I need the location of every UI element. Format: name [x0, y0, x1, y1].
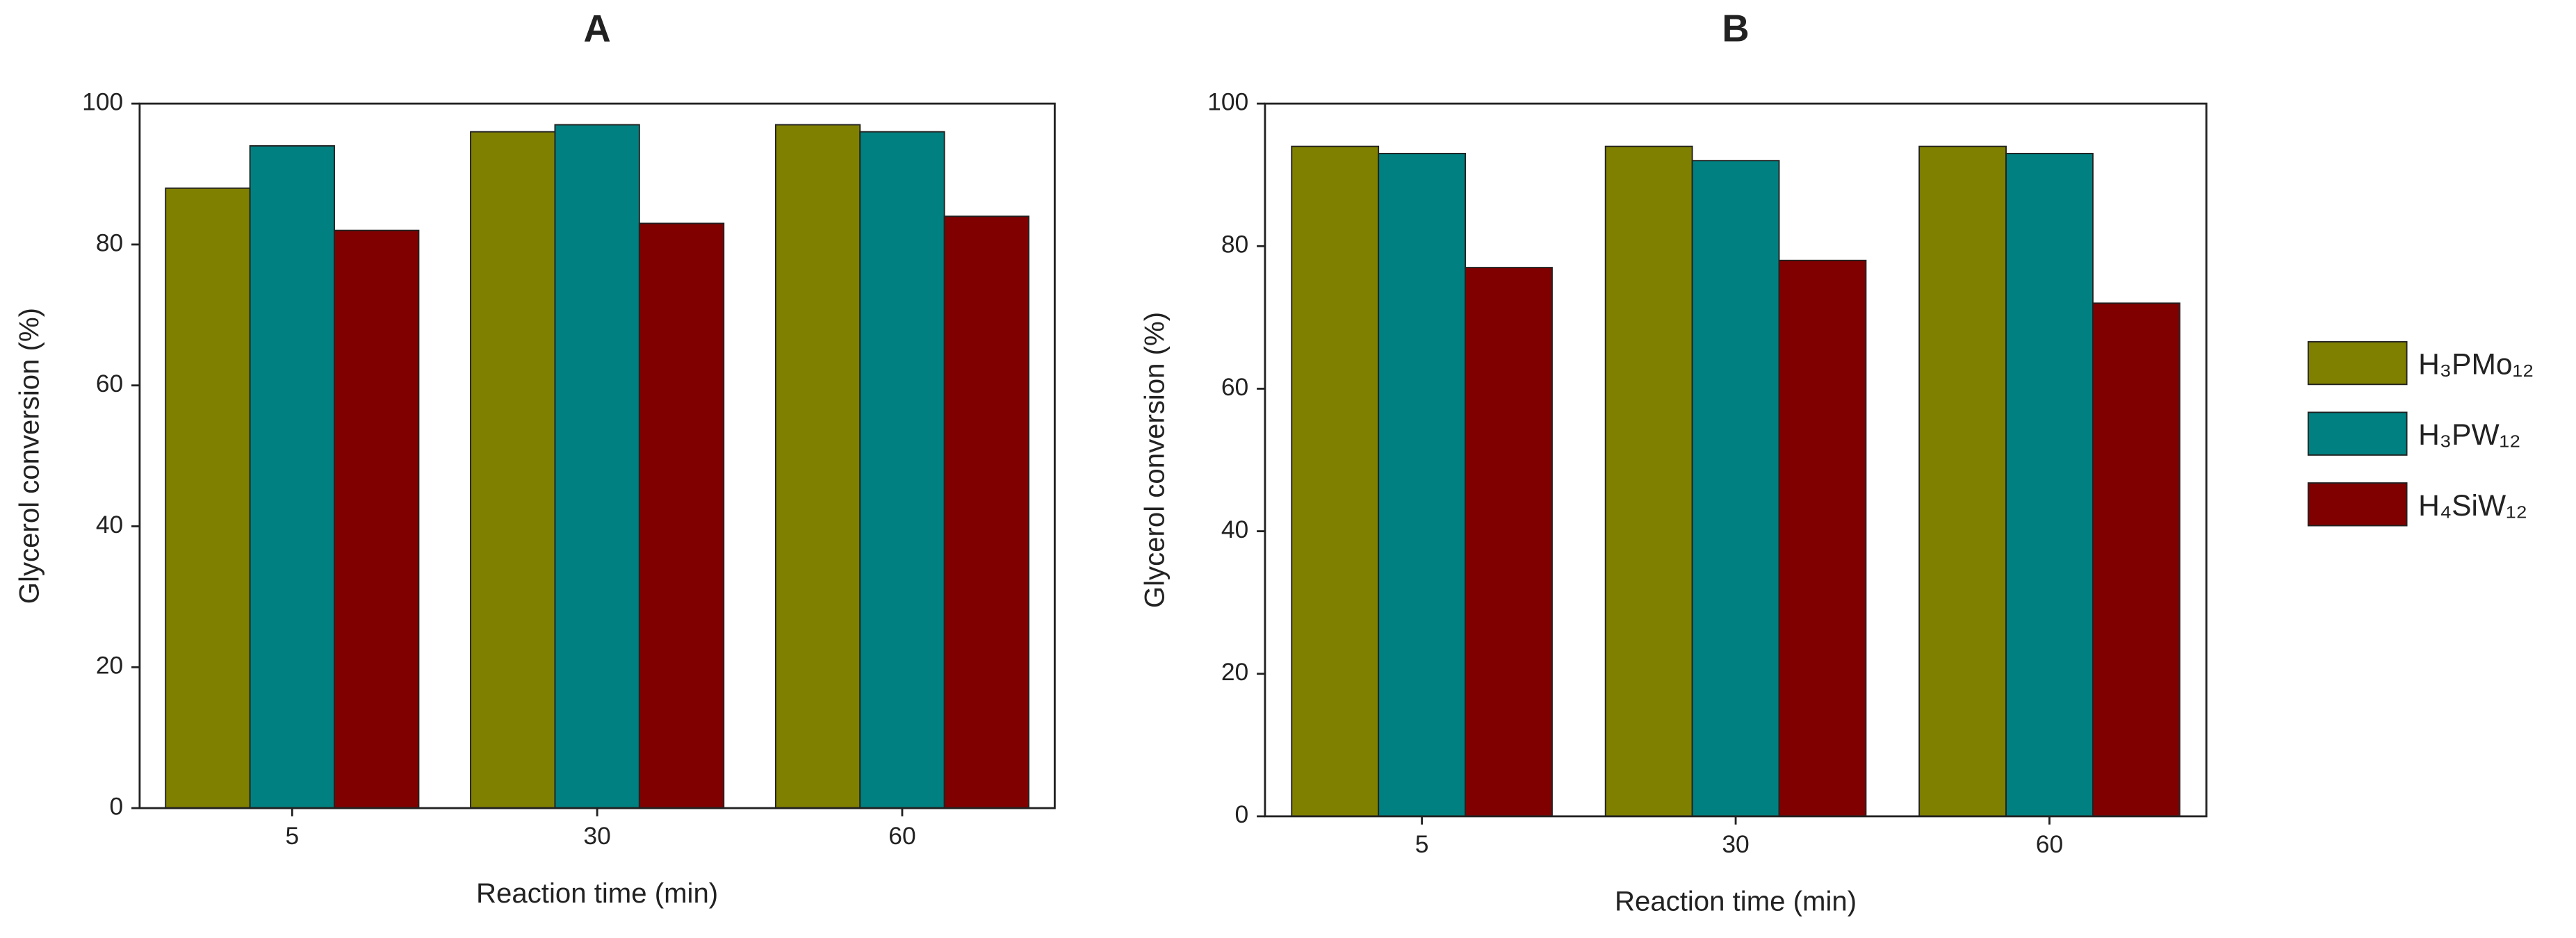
bar: [774, 124, 861, 809]
bar: [943, 215, 1030, 809]
x-axis-label: Reaction time (min): [1615, 886, 1857, 917]
bar: [2005, 152, 2094, 817]
bar: [638, 222, 725, 809]
y-tick-label: 80: [1221, 231, 1248, 258]
legend-swatch: [2307, 482, 2408, 527]
bar: [859, 131, 945, 809]
y-tick-label: 40: [1221, 516, 1248, 543]
y-tick-label: 100: [1207, 88, 1248, 115]
y-axis-label: Glycerol conversion (%): [14, 308, 45, 604]
y-tick-label: 60: [1221, 373, 1248, 401]
x-tick-label: 30: [583, 822, 610, 850]
bar: [334, 229, 420, 809]
y-tick-label: 40: [96, 511, 123, 538]
y-tick-label: 0: [110, 792, 124, 820]
legend-swatch: [2307, 411, 2408, 456]
bar: [1378, 152, 1467, 817]
x-tick-label: 5: [285, 822, 299, 850]
x-tick-label: 60: [888, 822, 915, 850]
chart-title: A: [584, 7, 611, 49]
y-tick-label: 100: [82, 88, 123, 115]
legend-label: H₄SiW₁₂: [2418, 489, 2527, 523]
chart-title: B: [1722, 7, 1749, 49]
legend-label: H₃PW₁₂: [2418, 418, 2520, 452]
y-axis-label: Glycerol conversion (%): [1139, 312, 1171, 608]
y-tick-label: 60: [96, 370, 123, 397]
x-tick-label: 5: [1415, 830, 1429, 858]
y-tick-label: 20: [96, 652, 123, 680]
bar: [1918, 145, 2007, 817]
bar: [1604, 145, 1693, 817]
legend-label: H₃PMo₁₂: [2418, 348, 2534, 381]
bar: [1691, 160, 1780, 817]
legend-swatch: [2307, 340, 2408, 386]
y-tick-label: 0: [1235, 800, 1249, 828]
bar: [1465, 267, 1553, 817]
bar: [2092, 302, 2180, 817]
plot-frame: [1264, 102, 2208, 818]
y-tick-label: 80: [96, 229, 123, 256]
x-axis-label: Reaction time (min): [476, 878, 718, 909]
bar: [249, 145, 335, 809]
bar: [165, 187, 251, 809]
x-tick-label: 60: [2036, 830, 2063, 858]
bar: [554, 124, 640, 809]
bar: [1291, 145, 1380, 817]
y-tick-label: 20: [1221, 658, 1248, 686]
x-tick-label: 30: [1722, 830, 1749, 858]
bar: [1778, 259, 1867, 817]
bar: [470, 131, 556, 809]
